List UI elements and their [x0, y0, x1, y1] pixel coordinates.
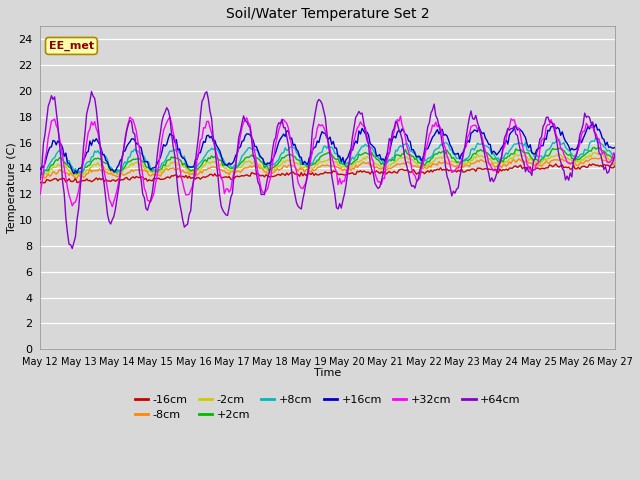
X-axis label: Time: Time [314, 368, 341, 378]
Text: EE_met: EE_met [49, 41, 94, 51]
Legend: -16cm, -8cm, -2cm, +2cm, +8cm, +16cm, +32cm, +64cm: -16cm, -8cm, -2cm, +2cm, +8cm, +16cm, +3… [131, 390, 525, 425]
Title: Soil/Water Temperature Set 2: Soil/Water Temperature Set 2 [226, 7, 429, 21]
Y-axis label: Temperature (C): Temperature (C) [7, 143, 17, 233]
